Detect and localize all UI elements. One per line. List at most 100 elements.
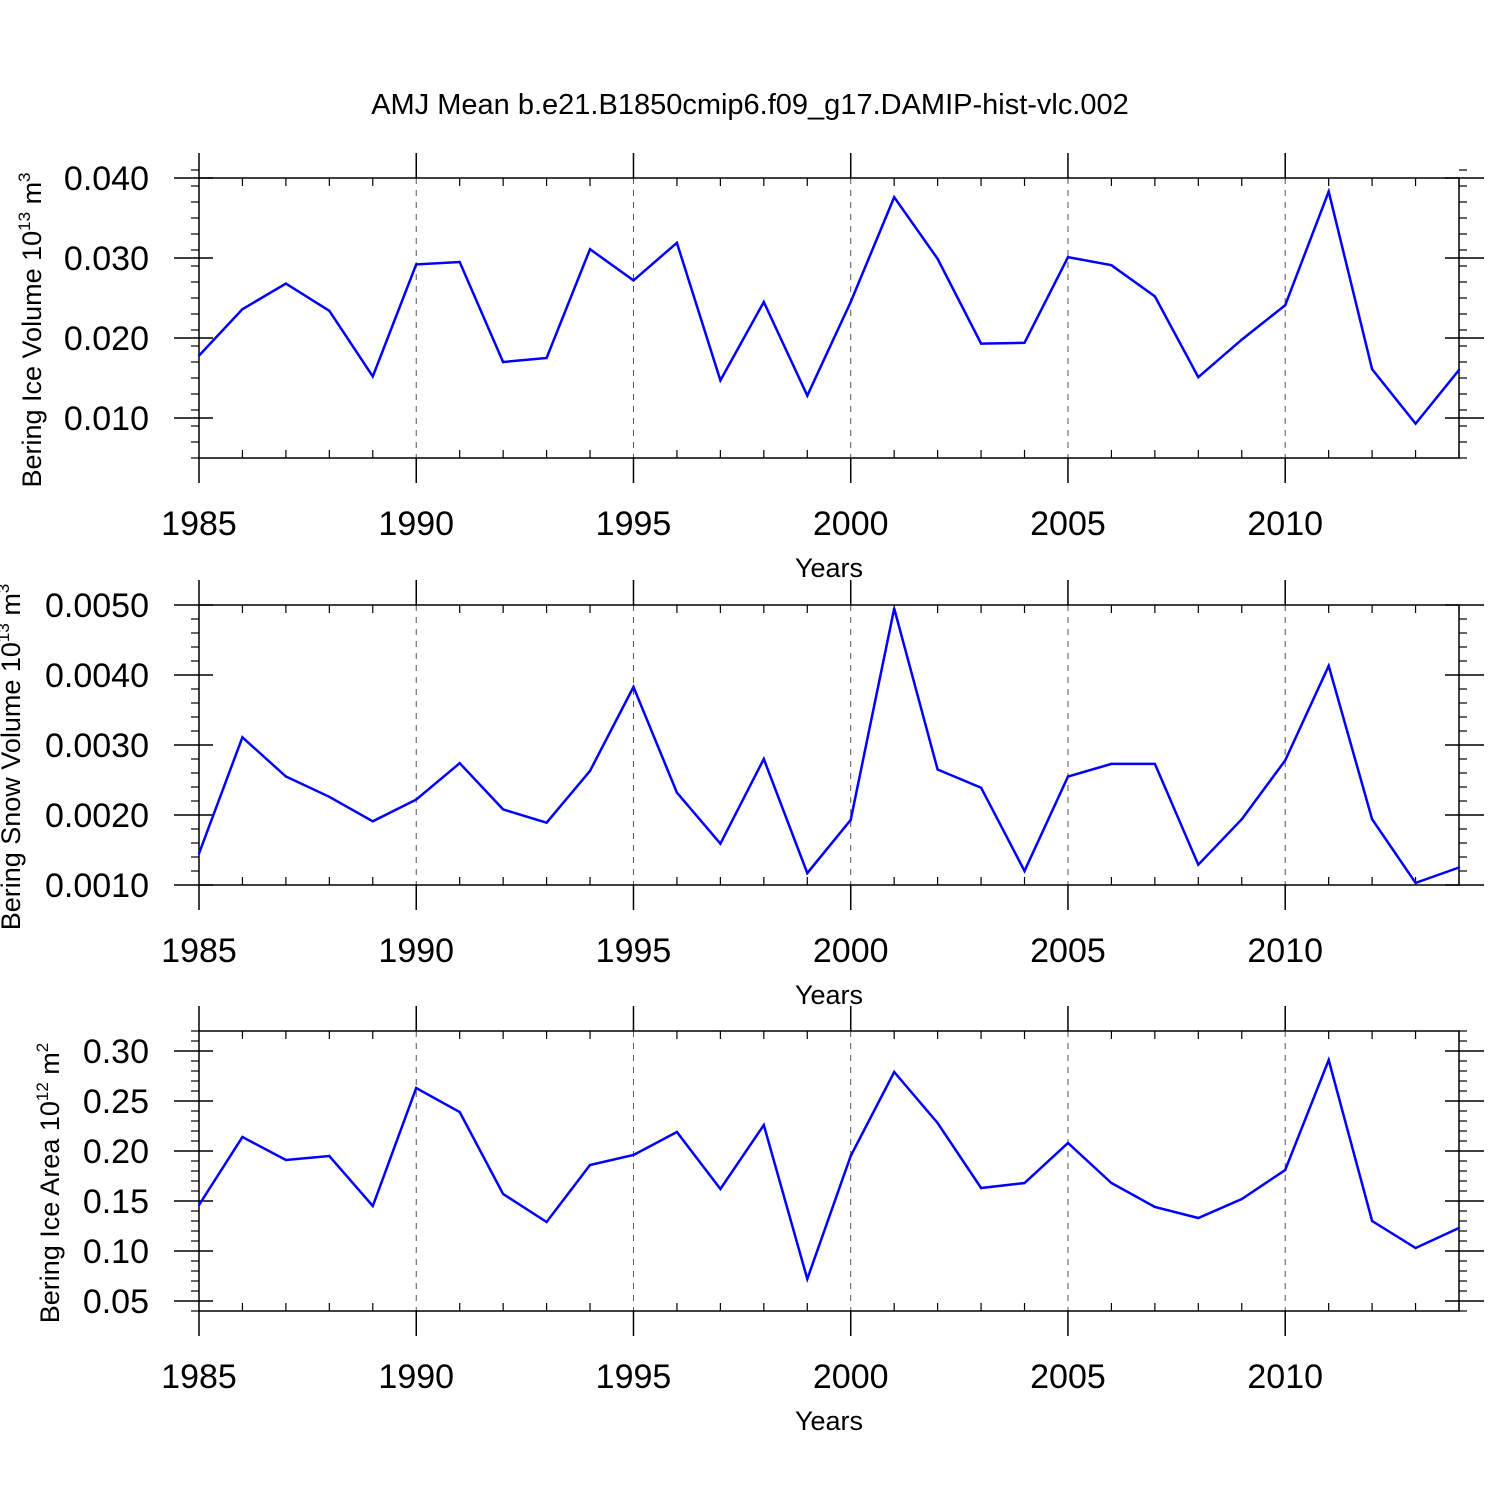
data-point — [197, 852, 201, 855]
data-point — [806, 1277, 809, 1281]
data-point — [1457, 866, 1461, 869]
data-point — [719, 1187, 722, 1191]
data-point — [1110, 1181, 1113, 1185]
x-tick-label: 2005 — [1030, 932, 1106, 970]
data-point — [1370, 818, 1374, 821]
data-point — [1240, 818, 1243, 821]
data-point — [1370, 1219, 1374, 1223]
series-line — [197, 1056, 1460, 1284]
data-point — [1110, 762, 1113, 766]
x-tick-label: 2005 — [1030, 505, 1106, 543]
y-tick-label: 0.25 — [83, 1083, 149, 1121]
data-point — [415, 1086, 418, 1090]
data-point — [806, 394, 809, 397]
data-point — [588, 248, 592, 251]
data-point — [632, 685, 635, 689]
data-point — [545, 821, 548, 824]
data-point — [1066, 775, 1070, 778]
data-point — [762, 300, 766, 304]
data-point — [936, 257, 939, 260]
x-tick-label: 1995 — [596, 932, 672, 970]
data-point — [675, 1130, 679, 1134]
data-point — [762, 757, 766, 761]
data-point — [197, 1203, 201, 1207]
data-point — [979, 1186, 983, 1190]
data-point — [849, 300, 852, 304]
data-point — [241, 736, 244, 739]
data-point — [632, 1153, 635, 1157]
x-tick-label: 1990 — [378, 932, 454, 970]
x-tick-label: 1985 — [161, 932, 237, 970]
x-tick-label: 1990 — [378, 505, 454, 543]
data-point — [1153, 295, 1157, 298]
data-point — [328, 1154, 331, 1158]
data-point — [501, 808, 505, 811]
x-tick-label: 1990 — [378, 1358, 454, 1396]
chart-title: AMJ Mean b.e21.B1850cmip6.f09_g17.DAMIP-… — [371, 89, 1129, 121]
data-point — [936, 768, 939, 771]
y-tick-label: 0.30 — [83, 1033, 149, 1071]
data-point — [284, 282, 288, 285]
data-point — [936, 1121, 939, 1125]
data-point — [1327, 1058, 1330, 1062]
data-point — [1023, 869, 1026, 873]
panel-2: 1985 1990 1995 2000 2005 2010 0.0010 0.0020 0.00… — [0, 580, 1484, 1010]
data-point — [675, 791, 679, 794]
data-point — [1370, 368, 1374, 371]
y-tick-label: 0.040 — [64, 160, 149, 198]
x-tick-label: 2010 — [1247, 505, 1323, 543]
data-point — [1153, 1205, 1157, 1209]
data-point — [1110, 264, 1113, 267]
data-point — [1023, 1181, 1026, 1185]
data-point — [458, 762, 461, 765]
x-axis-label: Years — [795, 1406, 863, 1436]
data-point — [284, 775, 288, 778]
data-point — [1284, 1168, 1287, 1172]
data-point — [806, 871, 809, 875]
plot-frame — [198, 177, 1460, 459]
data-point — [892, 196, 896, 199]
x-tick-label: 1995 — [596, 1358, 672, 1396]
data-point — [1240, 1197, 1243, 1201]
data-point — [241, 1135, 244, 1139]
data-point — [501, 1192, 505, 1196]
data-point — [458, 260, 461, 264]
data-point — [1197, 1216, 1200, 1220]
data-point — [197, 354, 201, 357]
data-point — [632, 279, 635, 282]
panel-3: 1985 1990 1995 2000 2005 2010 0.05 0.10 0.15 0.20… — [33, 1006, 1484, 1436]
data-point — [675, 241, 679, 244]
data-point — [1414, 1246, 1417, 1250]
data-point — [1414, 881, 1417, 885]
data-point — [284, 1158, 288, 1162]
data-point — [1023, 341, 1026, 344]
data-point — [849, 1154, 852, 1158]
series-line — [198, 187, 1460, 426]
x-tick-label: 2000 — [813, 505, 889, 543]
data-point — [1066, 1141, 1070, 1145]
data-point — [719, 842, 722, 845]
x-axis-label: Years — [795, 980, 863, 1010]
data-point — [1414, 422, 1417, 425]
data-point — [892, 607, 896, 610]
data-point — [1066, 256, 1070, 259]
data-point — [458, 1110, 461, 1114]
data-point — [979, 786, 983, 789]
x-tick-label: 2010 — [1247, 932, 1323, 970]
data-point — [1457, 1226, 1461, 1230]
data-point — [371, 820, 374, 823]
x-tick-label: 2000 — [813, 932, 889, 970]
data-point — [545, 1220, 548, 1224]
data-point — [588, 769, 592, 773]
data-point — [1327, 190, 1330, 193]
data-point — [762, 1123, 766, 1127]
data-point — [588, 1163, 592, 1167]
y-axis-label: Bering Snow Volume 1013 m3 — [0, 584, 26, 931]
data-point — [892, 1070, 896, 1074]
y-tick-label: 0.0040 — [45, 657, 149, 695]
y-axis-label: Bering Ice Area 1012 m2 — [33, 1043, 65, 1324]
data-point — [328, 309, 331, 312]
data-point — [241, 308, 244, 311]
